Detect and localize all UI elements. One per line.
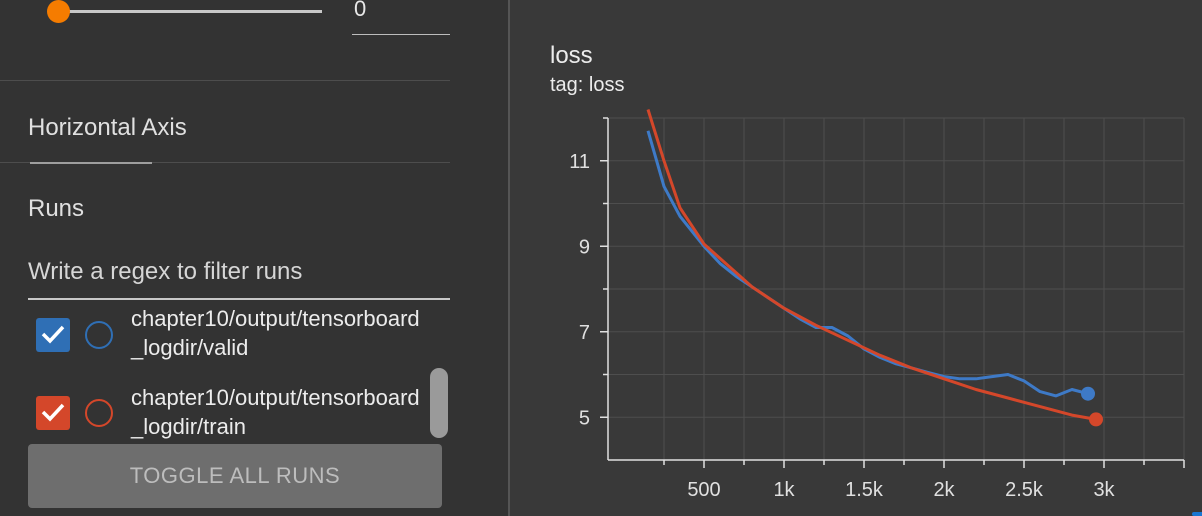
smoothing-value-field[interactable]: 0 (352, 0, 450, 35)
divider (0, 80, 450, 81)
run-checkbox-valid[interactable] (36, 318, 70, 352)
horizontal-axis-select[interactable] (30, 162, 152, 164)
checkmark-icon (41, 325, 65, 344)
y-tick-label: 9 (579, 236, 590, 258)
x-tick-label: 1k (773, 479, 795, 501)
runs-scrollbar[interactable] (430, 368, 448, 438)
loss-chart-card: loss tag: loss 5 7 9 11 500 1k 1.5k 2k 2.5k 3k (508, 0, 1202, 516)
y-tick-label: 7 (579, 322, 590, 344)
run-item-train[interactable]: chapter10/output/tensorboard_logdir/trai… (0, 380, 460, 442)
smoothing-slider-thumb[interactable] (47, 0, 70, 23)
settings-sidebar: 0 Horizontal Axis Runs chapter10/output/… (0, 0, 508, 516)
runs-heading: Runs (28, 195, 85, 222)
horizontal-axis-label: Horizontal Axis (28, 114, 187, 141)
series-end-point-0[interactable] (1081, 386, 1095, 401)
series-line-1[interactable] (646, 109, 1097, 421)
smoothing-value: 0 (354, 0, 367, 21)
loss-line-chart[interactable]: 5 7 9 11 500 1k 1.5k 2k 2.5k 3k (510, 0, 1202, 516)
smoothing-slider-track[interactable] (58, 10, 322, 13)
checkmark-icon (41, 403, 65, 422)
y-tick-label: 11 (569, 151, 590, 173)
y-tick-label: 5 (579, 407, 590, 429)
series-end-point-1[interactable] (1089, 412, 1103, 427)
series-line-0[interactable] (646, 130, 1089, 398)
run-label-train: chapter10/output/tensorboard_logdir/trai… (131, 385, 420, 439)
run-checkbox-train[interactable] (36, 396, 70, 430)
chart-title: loss (550, 42, 593, 69)
runs-filter-input[interactable] (28, 252, 450, 292)
run-label-valid: chapter10/output/tensorboard_logdir/vali… (131, 306, 420, 360)
run-color-circle-valid[interactable] (85, 321, 113, 349)
toggle-all-runs-button[interactable]: TOGGLE ALL RUNS (28, 444, 442, 508)
x-tick-label: 500 (687, 479, 720, 501)
x-tick-label: 2.5k (1005, 479, 1044, 501)
runs-filter-field[interactable] (28, 252, 450, 300)
run-item-valid[interactable]: chapter10/output/tensorboard_logdir/vali… (0, 306, 460, 376)
x-tick-label: 1.5k (845, 479, 884, 501)
chart-tag: tag: loss (550, 74, 625, 96)
x-tick-label: 2k (933, 479, 955, 501)
x-tick-label: 3k (1093, 479, 1115, 501)
divider (0, 162, 450, 163)
scroll-indicator (1192, 512, 1202, 516)
run-color-circle-train[interactable] (85, 399, 113, 427)
runs-list: chapter10/output/tensorboard_logdir/vali… (0, 300, 508, 442)
